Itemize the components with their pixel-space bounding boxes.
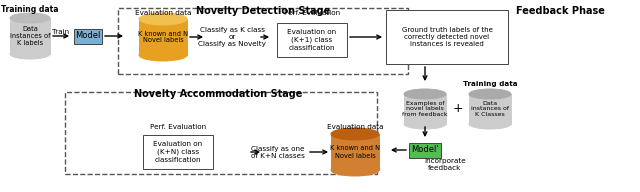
- Bar: [118, 8, 408, 74]
- Text: Ground truth labels of the
correctly detected novel
instances is revealed: Ground truth labels of the correctly det…: [401, 27, 492, 47]
- Ellipse shape: [139, 49, 187, 61]
- Text: Data
instances of
K labels: Data instances of K labels: [10, 26, 51, 46]
- Bar: [65, 92, 377, 174]
- Text: Examples of
novel labels
from feedback: Examples of novel labels from feedback: [402, 101, 448, 117]
- Ellipse shape: [469, 89, 511, 99]
- Text: Evaluation data: Evaluation data: [327, 124, 383, 130]
- Text: Feedback Phase: Feedback Phase: [516, 6, 604, 16]
- Text: Perf. Evaluation: Perf. Evaluation: [284, 10, 340, 16]
- Ellipse shape: [404, 119, 446, 129]
- Text: Evaluation on
(K+N) class
classification: Evaluation on (K+N) class classification: [154, 142, 203, 162]
- Text: Classify as one
of K+N classes: Classify as one of K+N classes: [251, 146, 305, 159]
- Text: Classify as K class
or
Classify as Novelty: Classify as K class or Classify as Novel…: [198, 27, 266, 47]
- Text: Model': Model': [411, 146, 439, 155]
- Bar: [277, 23, 347, 57]
- Ellipse shape: [404, 89, 446, 99]
- Bar: [143, 135, 213, 169]
- Bar: [10, 18, 50, 54]
- Bar: [331, 134, 379, 170]
- Bar: [409, 142, 441, 157]
- Text: Training data: Training data: [1, 6, 59, 15]
- Ellipse shape: [331, 128, 379, 140]
- Text: Novelty Detection Stage: Novelty Detection Stage: [196, 6, 330, 16]
- Text: Data
instances of
K Classes: Data instances of K Classes: [471, 101, 509, 117]
- Ellipse shape: [10, 13, 50, 23]
- Ellipse shape: [139, 13, 187, 25]
- Text: Train: Train: [52, 29, 70, 35]
- Bar: [139, 19, 187, 55]
- Text: K known and N
Novel labels: K known and N Novel labels: [138, 31, 188, 44]
- Text: Novelty Accommodation Stage: Novelty Accommodation Stage: [134, 89, 302, 99]
- Bar: [386, 10, 508, 64]
- Text: Incorporate
feedback: Incorporate feedback: [424, 159, 466, 171]
- Text: Perf. Evaluation: Perf. Evaluation: [150, 124, 206, 130]
- Text: Evaluation data: Evaluation data: [135, 10, 191, 16]
- Text: Model: Model: [76, 31, 100, 41]
- Text: +: +: [452, 103, 463, 116]
- Text: Training data: Training data: [463, 81, 517, 87]
- Ellipse shape: [10, 49, 50, 59]
- Bar: [74, 28, 102, 44]
- Ellipse shape: [331, 164, 379, 176]
- Text: K known and N
Novel labels: K known and N Novel labels: [330, 146, 380, 159]
- Bar: [469, 94, 511, 124]
- Bar: [404, 94, 446, 124]
- Ellipse shape: [469, 119, 511, 129]
- Text: Evaluation on
(K+1) class
classification: Evaluation on (K+1) class classification: [287, 30, 337, 50]
